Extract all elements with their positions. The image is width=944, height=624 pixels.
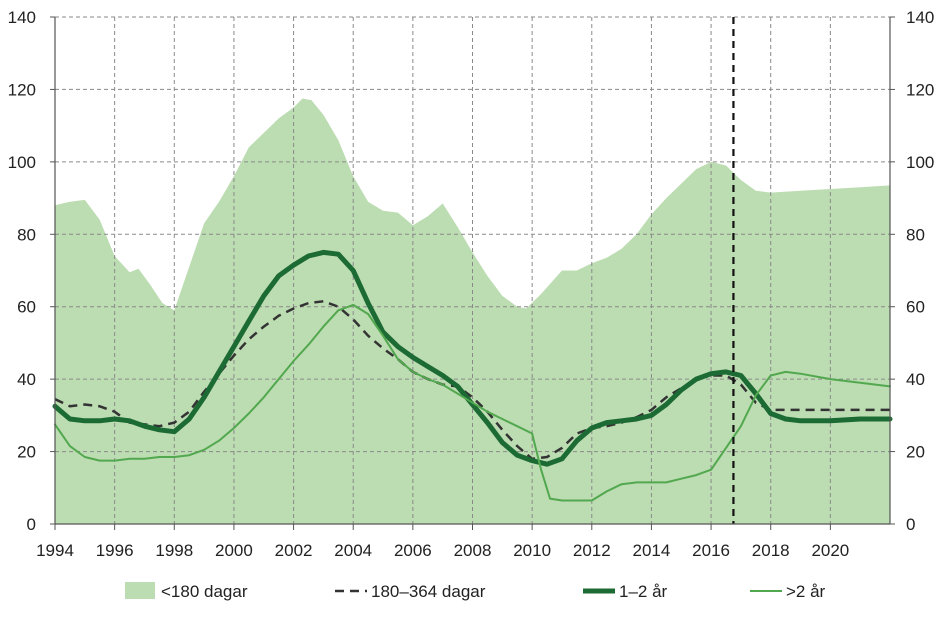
legend-label-2: 1–2 år: [619, 582, 668, 601]
x-tick-label-3: 2000: [215, 541, 253, 560]
y-tick-label-left-7: 140: [8, 8, 36, 27]
series-line-2: [52, 249, 893, 467]
x-tick-label-8: 2010: [513, 541, 551, 560]
x-tick-label-1: 1996: [96, 541, 134, 560]
y-tick-label-right-2: 40: [906, 370, 925, 389]
y-tick-label-left-0: 0: [27, 515, 36, 534]
y-tick-label-right-7: 140: [906, 8, 934, 27]
x-tick-label-12: 2018: [752, 541, 790, 560]
y-tick-label-left-4: 80: [17, 225, 36, 244]
legend-label-1: 180–364 dagar: [371, 582, 486, 601]
legend-label-0: <180 dagar: [161, 582, 248, 601]
y-tick-label-right-3: 60: [906, 298, 925, 317]
x-tick-label-7: 2008: [454, 541, 492, 560]
y-tick-label-left-5: 100: [8, 153, 36, 172]
legend-swatch-0: [125, 582, 155, 599]
y-tick-label-left-6: 120: [8, 80, 36, 99]
legend: <180 dagar 180–364 dagar 1–2 år >2 år: [125, 582, 826, 601]
legend-label-3: >2 år: [786, 582, 826, 601]
grid-layer: [55, 16, 890, 524]
x-tick-label-10: 2014: [633, 541, 671, 560]
x-tick-label-4: 2002: [275, 541, 313, 560]
x-tick-label-11: 2016: [692, 541, 730, 560]
x-tick-label-5: 2004: [334, 541, 372, 560]
y-tick-label-left-2: 40: [17, 370, 36, 389]
lines-layer: [52, 17, 893, 524]
series-line-3: [54, 303, 891, 502]
x-tick-label-2: 1998: [155, 541, 193, 560]
y-tick-label-right-5: 100: [906, 153, 934, 172]
y-tick-label-left-1: 20: [17, 443, 36, 462]
y-tick-label-right-6: 120: [906, 80, 934, 99]
x-tick-label-9: 2012: [573, 541, 611, 560]
x-tick-label-6: 2006: [394, 541, 432, 560]
y-tick-label-right-1: 20: [906, 443, 925, 462]
y-tick-label-left-3: 60: [17, 298, 36, 317]
y-tick-label-right-4: 80: [906, 225, 925, 244]
x-tick-label-13: 2020: [811, 541, 849, 560]
y-tick-label-right-0: 0: [906, 515, 915, 534]
x-tick-label-0: 1994: [36, 541, 74, 560]
